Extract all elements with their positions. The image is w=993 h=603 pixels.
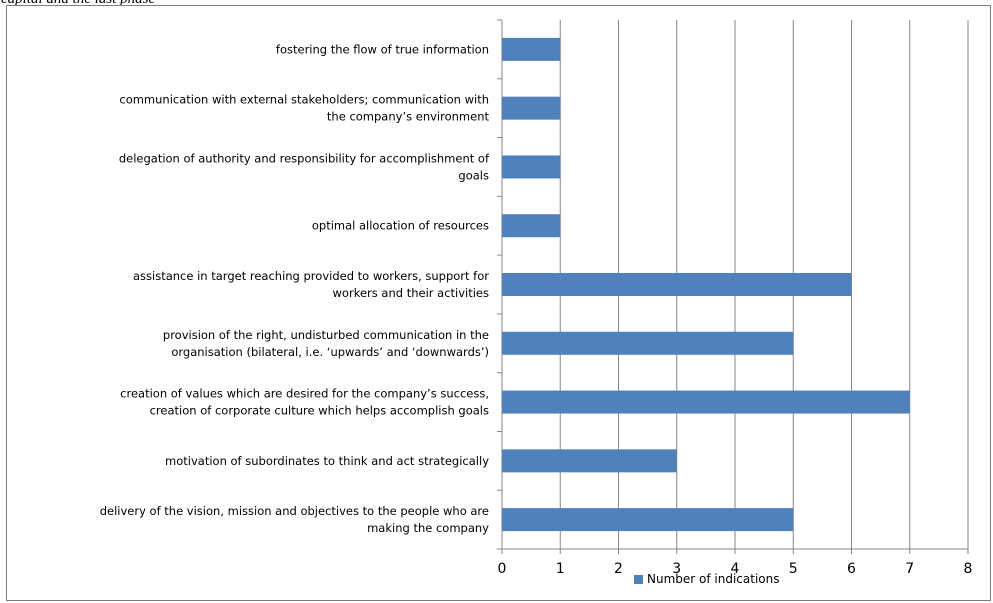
bar	[502, 214, 561, 238]
category-label: optimal allocation of resources	[312, 219, 489, 233]
legend-swatch	[634, 574, 643, 584]
x-tick-label: 1	[556, 561, 565, 577]
x-tick-label: 8	[964, 561, 973, 577]
category-label: delegation of authority and responsibili…	[119, 151, 490, 182]
x-tick-label: 0	[498, 561, 507, 577]
bar	[502, 37, 561, 61]
category-label: communication with external stakeholders…	[119, 93, 489, 124]
bar	[502, 155, 561, 179]
legend-label: Number of indications	[647, 572, 780, 586]
x-tick-label: 6	[847, 561, 856, 577]
x-tick-label: 4	[731, 561, 740, 577]
category-label: fostering the flow of true information	[276, 42, 489, 56]
chart-frame	[6, 5, 991, 601]
legend: Number of indications	[634, 571, 779, 587]
bar	[502, 390, 910, 414]
x-tick-label: 3	[672, 561, 681, 577]
category-label: motivation of subordinates to think and …	[165, 454, 489, 468]
category-label: assistance in target reaching provided t…	[133, 269, 489, 300]
bar	[502, 508, 794, 532]
x-tick-label: 5	[789, 561, 798, 577]
x-tick-label: 7	[905, 561, 914, 577]
caption-text: capital and the last phase	[1, 0, 155, 8]
bar	[502, 449, 677, 473]
bar	[502, 273, 852, 296]
bar	[502, 331, 794, 355]
category-label: creation of values which are desired for…	[120, 387, 489, 418]
category-label: delivery of the vision, mission and obje…	[100, 504, 489, 535]
bar	[502, 96, 561, 120]
category-label: provision of the right, undisturbed comm…	[163, 328, 489, 359]
x-tick-label: 2	[614, 561, 623, 577]
